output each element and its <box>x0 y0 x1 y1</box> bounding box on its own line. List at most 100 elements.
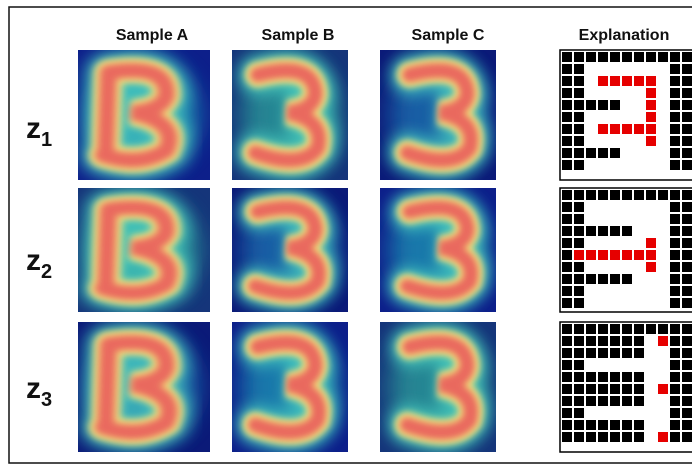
grid-cell <box>586 298 596 308</box>
grid-cell <box>682 420 692 430</box>
grid-cell <box>562 396 572 406</box>
grid-cell <box>562 202 572 212</box>
heatmap <box>78 50 210 180</box>
grid-cell <box>670 250 680 260</box>
grid-cell <box>586 384 596 394</box>
grid-cell <box>610 384 620 394</box>
grid-cell <box>610 324 620 334</box>
grid-cell <box>586 348 596 358</box>
grid-cell <box>562 88 572 98</box>
heatmap <box>380 188 496 312</box>
grid-cell <box>682 372 692 382</box>
grid-cell <box>586 52 596 62</box>
grid-cell <box>574 238 584 248</box>
grid-cell <box>610 64 620 74</box>
heatmap <box>232 188 348 312</box>
grid-cell <box>670 408 680 418</box>
grid-cell <box>562 360 572 370</box>
grid-cell <box>658 112 668 122</box>
grid-cell <box>598 214 608 224</box>
grid-cell <box>562 100 572 110</box>
row-label-sub: 3 <box>41 389 52 411</box>
grid-cell <box>634 384 644 394</box>
grid-cell <box>682 432 692 442</box>
grid-cell <box>586 226 596 236</box>
grid-cell <box>598 274 608 284</box>
grid-cell <box>682 262 692 272</box>
heatmap-body <box>78 322 210 452</box>
grid-cell <box>622 420 632 430</box>
grid-cell <box>622 360 632 370</box>
grid-cell <box>574 336 584 346</box>
grid-cell <box>574 384 584 394</box>
grid-cell <box>682 160 692 170</box>
grid-cell <box>562 348 572 358</box>
grid-cell <box>646 432 656 442</box>
grid-cell <box>586 76 596 86</box>
heatmap <box>78 322 210 452</box>
grid-cell <box>610 408 620 418</box>
grid-cell <box>562 148 572 158</box>
grid-cell <box>682 76 692 86</box>
grid-cell <box>562 214 572 224</box>
grid-cell <box>574 432 584 442</box>
grid-cell <box>682 298 692 308</box>
grid-cell <box>586 372 596 382</box>
column-header: Sample C <box>412 27 485 44</box>
grid-cell <box>622 202 632 212</box>
grid-cell <box>622 88 632 98</box>
grid-cell <box>562 336 572 346</box>
grid-cell <box>586 100 596 110</box>
grid-cell <box>574 202 584 212</box>
grid-cell <box>622 348 632 358</box>
grid-cell <box>634 324 644 334</box>
grid-cell <box>598 384 608 394</box>
grid-cell <box>622 160 632 170</box>
grid-cell <box>610 76 620 86</box>
grid-cell <box>622 214 632 224</box>
grid-cell <box>658 262 668 272</box>
grid-cell <box>610 112 620 122</box>
grid-cell <box>682 336 692 346</box>
grid-cell <box>670 262 680 272</box>
grid-cell <box>562 226 572 236</box>
grid-cell <box>634 64 644 74</box>
grid-cell <box>646 160 656 170</box>
grid-cell <box>574 250 584 260</box>
grid-cell <box>658 148 668 158</box>
grid-cell <box>634 214 644 224</box>
grid-cell <box>646 372 656 382</box>
grid-cell <box>646 384 656 394</box>
heatmap-body <box>232 322 348 452</box>
grid-cell <box>610 214 620 224</box>
grid-cell <box>598 124 608 134</box>
grid-cell <box>610 432 620 442</box>
heatmap-body <box>380 188 496 312</box>
grid-cell <box>646 148 656 158</box>
grid-cell <box>562 52 572 62</box>
grid-cell <box>586 202 596 212</box>
grid-cell <box>646 396 656 406</box>
grid-cell <box>610 100 620 110</box>
grid-cell <box>658 396 668 406</box>
grid-cell <box>646 238 656 248</box>
grid-cell <box>646 360 656 370</box>
grid-cell <box>634 190 644 200</box>
grid-cell <box>646 336 656 346</box>
grid-cell <box>586 190 596 200</box>
grid-cell <box>562 250 572 260</box>
grid-cell <box>598 136 608 146</box>
grid-cell <box>622 286 632 296</box>
grid-cell <box>610 226 620 236</box>
grid-cell <box>622 190 632 200</box>
row-label-base: z <box>26 112 41 145</box>
heatmap-body <box>232 188 348 312</box>
grid-cell <box>586 136 596 146</box>
grid-cell <box>598 202 608 212</box>
grid-cell <box>586 262 596 272</box>
grid-cell <box>646 298 656 308</box>
grid-cell <box>658 408 668 418</box>
grid-cell <box>610 202 620 212</box>
grid-cell <box>622 226 632 236</box>
grid-cell <box>586 88 596 98</box>
